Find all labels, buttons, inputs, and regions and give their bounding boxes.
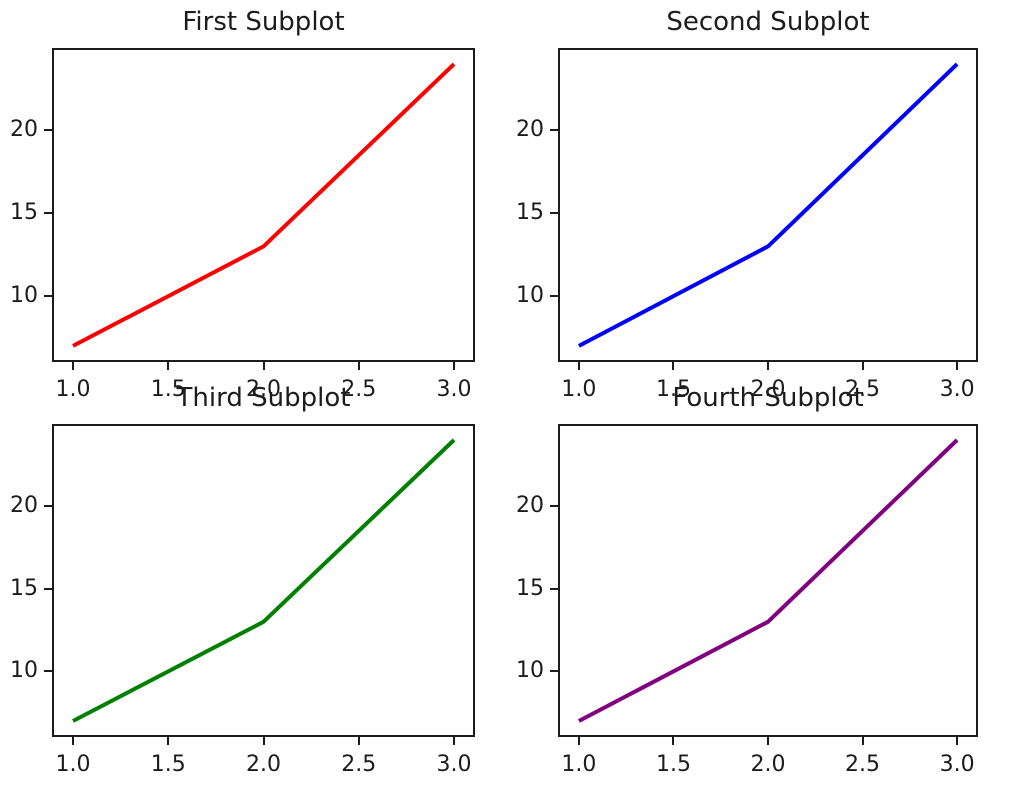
x-tick-mark: [72, 362, 75, 370]
y-tick-mark: [550, 129, 558, 132]
plot-area: [558, 48, 978, 362]
x-tick-label: 2.0: [750, 752, 786, 777]
y-tick-mark: [44, 295, 52, 298]
data-line: [72, 438, 456, 723]
subplot-title: Fourth Subplot: [672, 383, 864, 413]
x-tick-label: 1.5: [655, 377, 691, 402]
x-tick-mark: [672, 737, 675, 745]
y-tick-label: 20: [10, 493, 38, 519]
x-tick-label: 2.0: [750, 377, 786, 402]
plot-area: [52, 424, 475, 737]
x-tick-label: 1.0: [561, 752, 597, 777]
x-tick-label: 2.0: [246, 377, 281, 402]
y-tick-mark: [44, 212, 52, 215]
y-tick-mark: [550, 587, 558, 590]
x-tick-label: 1.5: [150, 752, 186, 777]
x-tick-mark: [72, 737, 75, 745]
x-tick-mark: [767, 737, 769, 745]
y-tick-label: 10: [10, 658, 38, 684]
x-tick-mark: [767, 362, 769, 370]
y-tick-label: 15: [516, 575, 544, 601]
x-tick-label: 1.5: [150, 377, 186, 402]
x-tick-mark: [357, 362, 360, 370]
y-tick-mark: [550, 295, 558, 298]
x-tick-mark: [167, 737, 170, 745]
x-tick-label: 3.0: [939, 752, 975, 777]
x-tick-label: 3.0: [436, 752, 472, 777]
x-tick-label: 2.5: [341, 752, 377, 777]
y-tick-mark: [550, 212, 558, 215]
x-tick-mark: [357, 737, 360, 745]
x-tick-mark: [861, 362, 864, 370]
x-tick-label: 1.0: [561, 377, 597, 402]
x-tick-mark: [672, 362, 675, 370]
x-tick-mark: [577, 737, 580, 745]
line-series: [72, 62, 456, 348]
plot-area: [558, 424, 978, 737]
y-tick-label: 20: [516, 117, 544, 143]
x-tick-label: 1.5: [655, 752, 691, 777]
y-tick-label: 10: [516, 658, 544, 684]
y-tick-mark: [550, 670, 558, 673]
x-tick-mark: [452, 737, 455, 745]
y-tick-mark: [44, 505, 52, 508]
y-tick-mark: [550, 505, 558, 508]
x-tick-mark: [262, 362, 265, 370]
x-tick-label: 2.0: [246, 752, 281, 777]
x-tick-mark: [262, 737, 265, 745]
y-tick-label: 10: [516, 283, 544, 309]
y-tick-label: 15: [516, 200, 544, 226]
x-tick-mark: [452, 362, 455, 370]
subplot-title: Third Subplot: [176, 383, 351, 413]
y-tick-label: 20: [10, 117, 38, 143]
x-tick-mark: [167, 362, 170, 370]
line-series: [577, 438, 959, 723]
y-tick-mark: [44, 670, 52, 673]
subplot-title: Second Subplot: [666, 7, 870, 37]
y-tick-label: 10: [10, 283, 38, 309]
plot-area: [52, 48, 475, 362]
y-tick-label: 15: [10, 575, 38, 601]
x-tick-label: 1.0: [55, 377, 91, 402]
line-series: [72, 438, 456, 723]
x-tick-label: 3.0: [939, 377, 975, 402]
x-tick-mark: [577, 362, 580, 370]
x-tick-label: 2.5: [845, 377, 881, 402]
data-line: [577, 62, 959, 348]
data-line: [577, 438, 959, 723]
y-tick-mark: [44, 587, 52, 590]
line-series: [577, 62, 959, 348]
x-tick-mark: [861, 737, 864, 745]
x-tick-mark: [956, 362, 959, 370]
x-tick-label: 1.0: [55, 752, 91, 777]
y-tick-mark: [44, 129, 52, 132]
x-tick-label: 2.5: [845, 752, 881, 777]
y-tick-label: 20: [516, 493, 544, 519]
x-tick-mark: [956, 737, 959, 745]
x-tick-label: 3.0: [436, 377, 472, 402]
x-tick-label: 2.5: [341, 377, 377, 402]
y-tick-label: 15: [10, 200, 38, 226]
subplot-title: First Subplot: [182, 7, 345, 37]
data-line: [72, 62, 456, 348]
